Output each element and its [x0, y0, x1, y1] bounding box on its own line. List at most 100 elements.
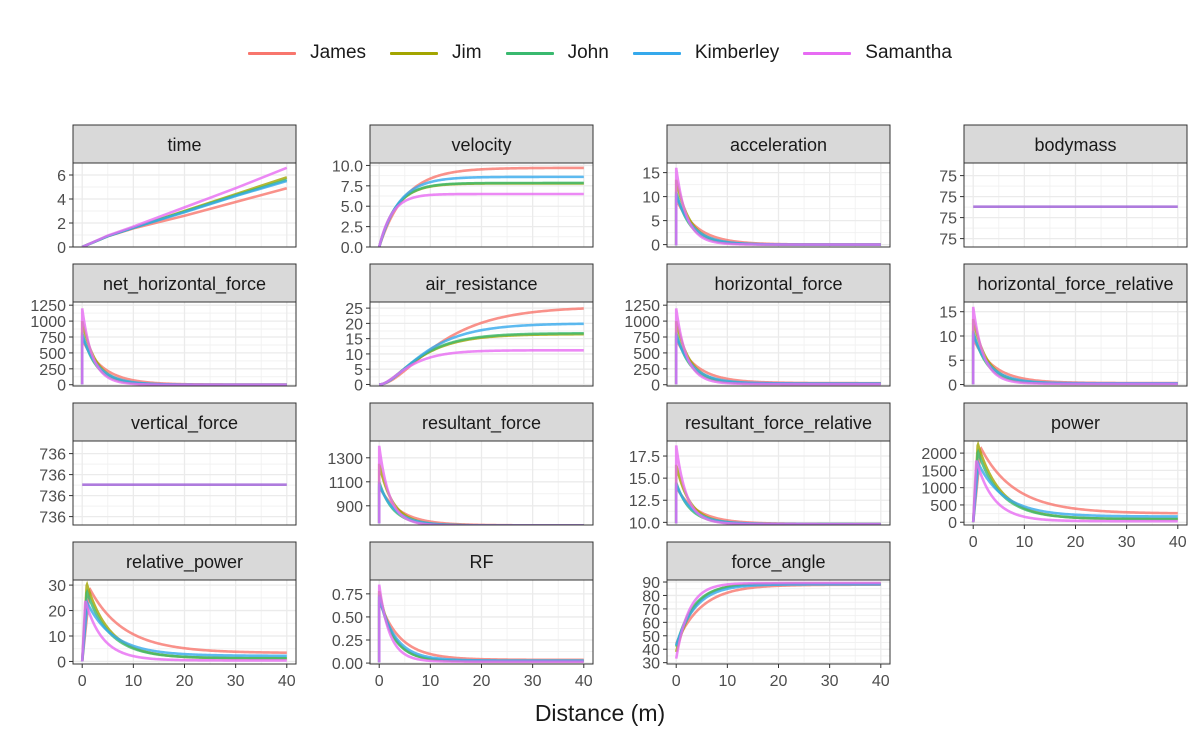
y-tick-label: 900	[336, 499, 363, 516]
series-line-samantha	[674, 581, 881, 659]
y-tick-label: 6	[57, 168, 66, 185]
strip-time	[72, 124, 297, 164]
y-tick-label: 0.00	[332, 656, 363, 673]
y-tick-label: 736	[39, 468, 66, 485]
x-tick-label: 30	[227, 673, 245, 690]
y-tick-label: 0	[354, 377, 363, 394]
y-tick-label: 0	[651, 238, 660, 255]
series-line-samantha	[674, 445, 881, 525]
strip-title-resultant-force: resultant_force	[422, 413, 541, 434]
x-tick-label: 30	[1118, 534, 1136, 551]
y-tick-label: 75	[939, 232, 957, 249]
y-tick-label: 25	[345, 301, 363, 318]
y-tick-label: 1300	[327, 451, 363, 468]
strip-title-relative-power: relative_power	[126, 552, 243, 573]
y-tick-label: 0	[651, 378, 660, 395]
panel-border-time	[72, 162, 297, 248]
series-line-samantha	[81, 166, 288, 247]
legend-label-samantha: Samantha	[865, 42, 952, 63]
y-tick-label: 1500	[921, 463, 957, 480]
series-line-samantha	[377, 192, 584, 247]
x-tick-label: 20	[176, 673, 194, 690]
x-tick-label: 40	[575, 673, 593, 690]
strip-title-horizontal-force-relative: horizontal_force_relative	[977, 274, 1173, 295]
y-tick-label: 5	[651, 214, 660, 231]
y-tick-label: 1000	[30, 314, 66, 331]
x-tick-label: 40	[1169, 534, 1187, 551]
y-tick-label: 2	[57, 216, 66, 233]
y-tick-label: 0.25	[332, 633, 363, 650]
legend: James Jim John Kimberley Samantha	[0, 42, 1200, 64]
legend-item-kimberley: Kimberley	[632, 42, 780, 64]
y-tick-label: 90	[642, 575, 660, 592]
y-tick-label: 250	[633, 362, 660, 379]
panel-border-velocity	[369, 162, 594, 248]
strip-title-rf: RF	[470, 552, 494, 572]
x-tick-label: 30	[821, 673, 839, 690]
series-line-samantha	[80, 308, 287, 386]
y-tick-label: 500	[39, 346, 66, 363]
x-tick-label: 20	[1067, 534, 1085, 551]
legend-key-james	[248, 51, 297, 55]
y-tick-label: 750	[633, 330, 660, 347]
y-tick-label: 7.5	[341, 179, 363, 196]
y-tick-label: 12.5	[629, 493, 660, 510]
legend-label-jim: Jim	[452, 42, 482, 63]
y-tick-label: 736	[39, 510, 66, 527]
series-line-john	[80, 588, 287, 662]
y-tick-label: 0.0	[341, 240, 363, 257]
x-tick-label: 10	[1015, 534, 1033, 551]
strip-title-power: power	[1051, 413, 1100, 433]
series-line-samantha	[674, 167, 881, 246]
strip-title-horizontal-force: horizontal_force	[714, 274, 842, 295]
strip-title-resultant-force-relative: resultant_force_relative	[685, 413, 872, 434]
y-tick-label: 17.5	[629, 449, 660, 466]
x-tick-label: 20	[770, 673, 788, 690]
y-tick-label: 0	[948, 378, 957, 395]
x-tick-label: 40	[872, 673, 890, 690]
y-tick-label: 20	[48, 604, 66, 621]
y-tick-label: 0	[948, 515, 957, 532]
series-line-john	[971, 448, 1178, 523]
legend-key-john	[505, 51, 554, 55]
series-line-samantha	[379, 348, 584, 386]
x-tick-label: 0	[375, 673, 384, 690]
x-tick-label: 10	[421, 673, 439, 690]
legend-label-kimberley: Kimberley	[694, 42, 780, 63]
strip-title-acceleration: acceleration	[730, 135, 827, 155]
strip-horizontal-force-relative	[963, 263, 1188, 303]
strip-title-bodymass: bodymass	[1034, 135, 1116, 155]
y-tick-label: 500	[633, 346, 660, 363]
series-line-james	[80, 587, 287, 662]
y-tick-label: 0.50	[332, 610, 363, 627]
strip-resultant-force	[369, 402, 594, 442]
strip-title-vertical-force: vertical_force	[131, 413, 238, 434]
y-tick-label: 0	[57, 240, 66, 257]
panel-border-air-resistance	[369, 301, 594, 387]
strip-title-force-angle: force_angle	[731, 552, 825, 573]
y-tick-label: 0	[57, 378, 66, 395]
y-tick-label: 1100	[329, 475, 364, 492]
y-tick-label: 5	[948, 353, 957, 370]
panel-border-vertical-force	[72, 440, 297, 526]
legend-item-john: John	[505, 42, 609, 64]
y-tick-label: 15	[345, 332, 363, 349]
legend-item-james: James	[248, 42, 366, 64]
strip-title-air-resistance: air_resistance	[425, 274, 537, 295]
y-tick-label: 2000	[921, 446, 957, 463]
legend-key-jim	[390, 51, 439, 55]
y-tick-label: 15	[642, 166, 660, 183]
y-tick-label: 10	[939, 329, 957, 346]
strip-title-time: time	[167, 135, 201, 155]
y-tick-label: 75	[939, 211, 957, 228]
y-tick-label: 75	[939, 190, 957, 207]
y-tick-label: 30	[642, 656, 660, 673]
y-tick-label: 1000	[624, 314, 660, 331]
y-tick-label: 1250	[624, 298, 660, 315]
strip-title-net-horizontal-force: net_horizontal_force	[103, 274, 266, 295]
panel-border-horizontal-force	[666, 301, 891, 387]
y-tick-label: 5	[354, 362, 363, 379]
x-tick-label: 10	[124, 673, 142, 690]
y-tick-label: 80	[642, 588, 660, 605]
x-tick-label: 20	[473, 673, 491, 690]
